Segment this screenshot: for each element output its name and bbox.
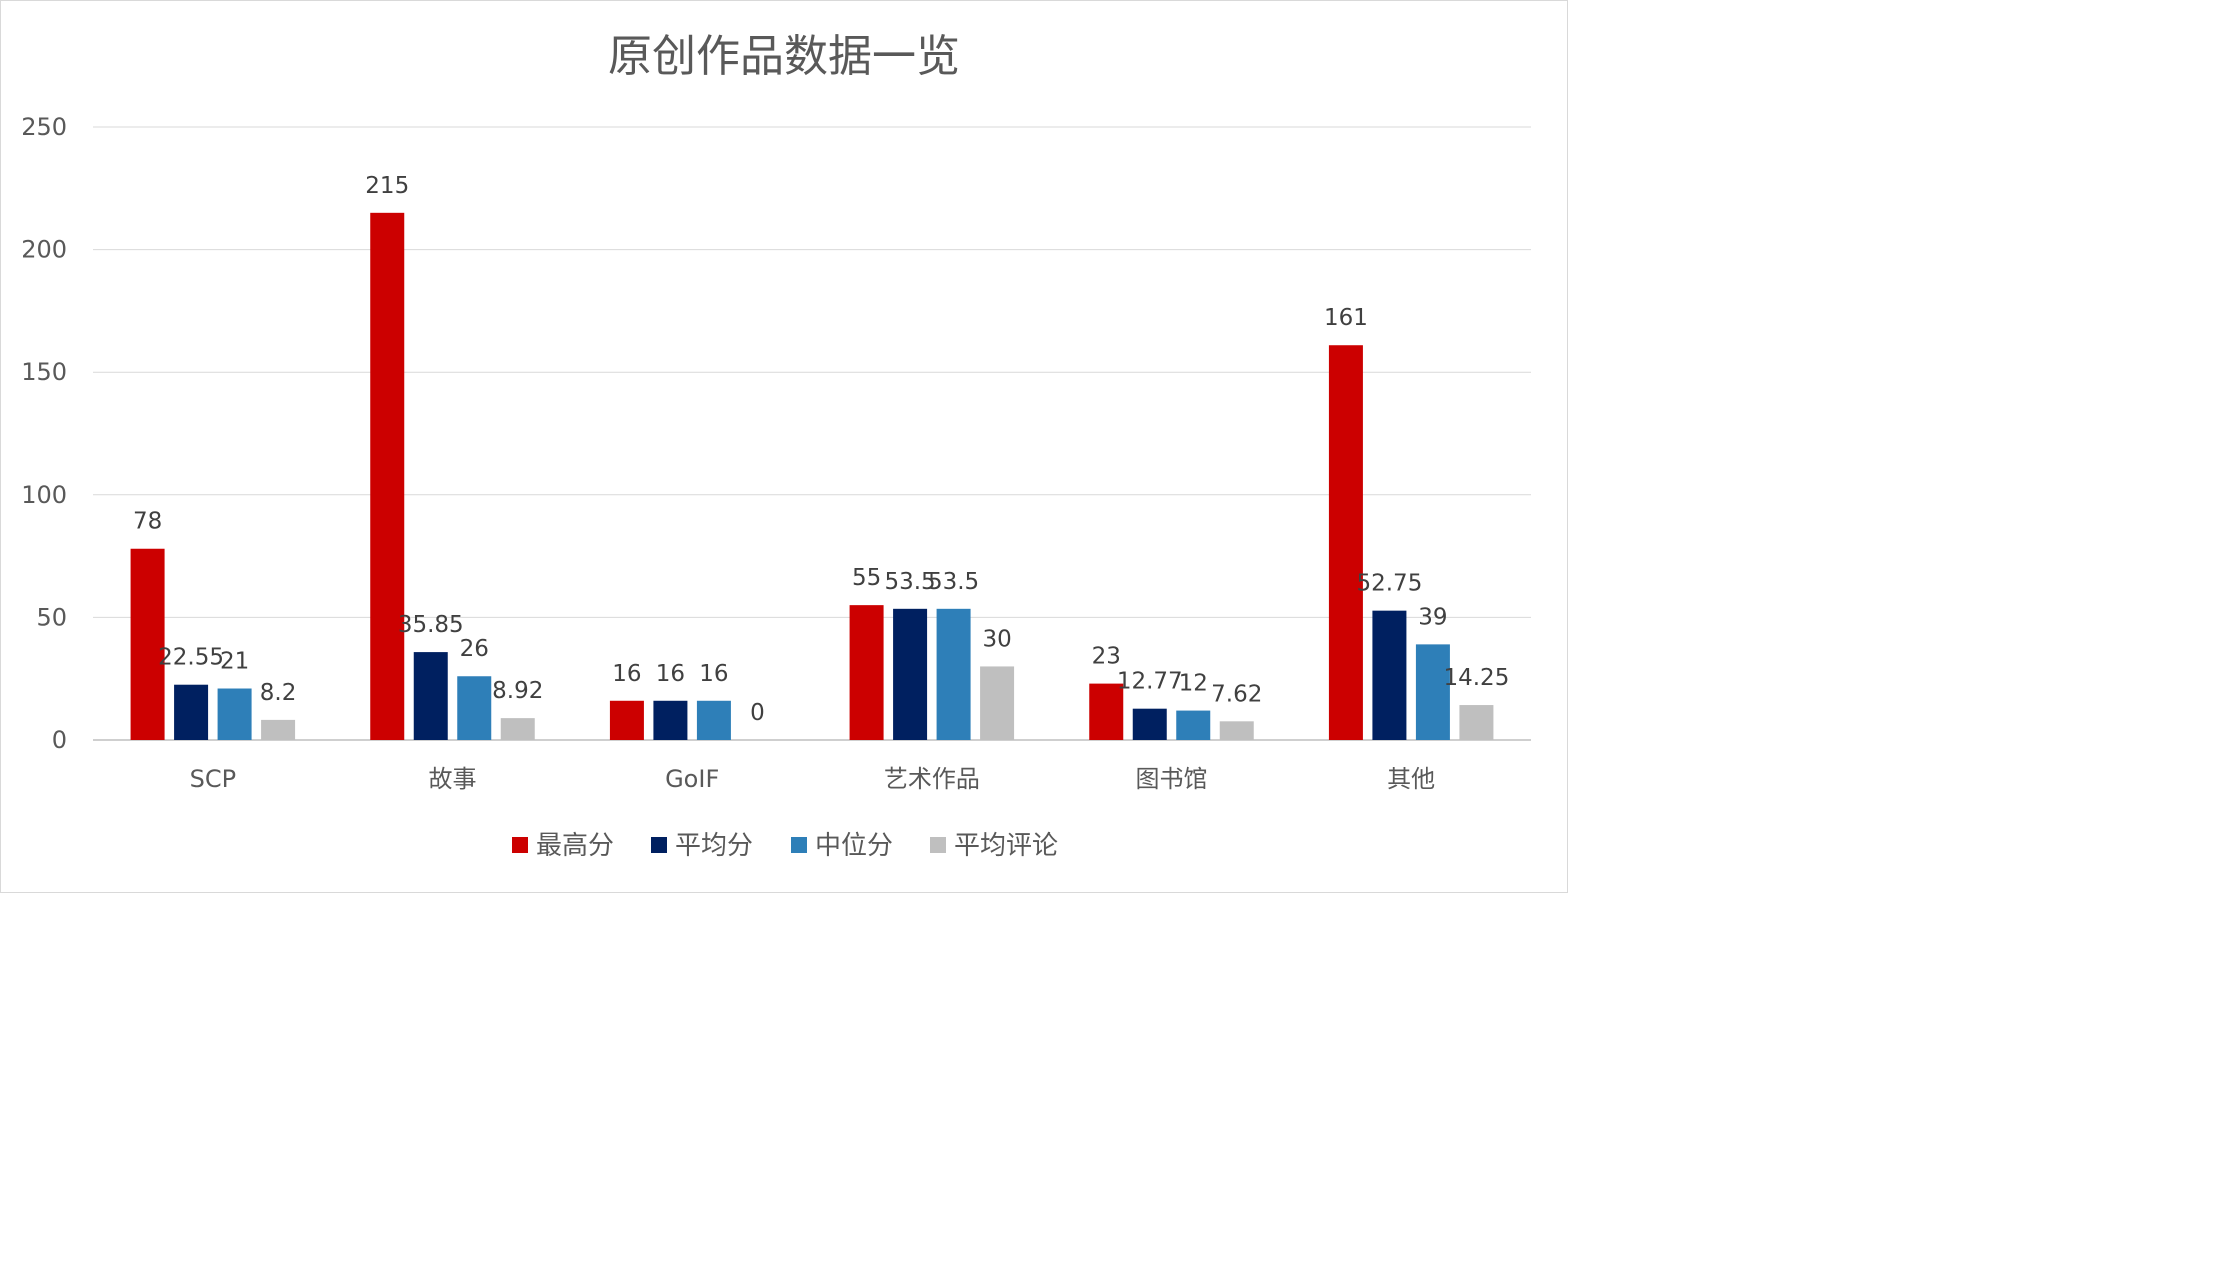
chart-title: 原创作品数据一览	[608, 31, 960, 82]
data-label: 35.85	[398, 612, 464, 638]
y-tick-label: 150	[21, 358, 67, 386]
bar	[1328, 345, 1363, 740]
bar	[980, 666, 1015, 740]
bar	[936, 608, 971, 740]
data-label: 161	[1324, 305, 1368, 331]
legend-swatch	[930, 837, 946, 853]
bar	[130, 548, 165, 740]
bar	[217, 688, 252, 740]
legend-swatch	[512, 837, 528, 853]
legend-label: 最高分	[536, 831, 614, 861]
y-tick-label: 100	[21, 481, 67, 509]
data-label: 53.5	[884, 569, 935, 595]
bar	[1132, 708, 1167, 740]
x-category-label: 艺术作品	[884, 765, 980, 793]
data-label: 0	[750, 700, 765, 726]
bar	[696, 700, 731, 740]
bars	[130, 212, 1494, 740]
bar	[500, 718, 535, 740]
data-label: 16	[699, 661, 728, 687]
legend-label: 平均评论	[954, 831, 1058, 861]
data-label: 8.92	[492, 678, 543, 704]
bar	[1176, 710, 1211, 740]
data-label: 16	[612, 661, 641, 687]
bar	[609, 700, 644, 740]
bar	[849, 605, 884, 740]
data-label: 16	[656, 661, 685, 687]
legend-swatch	[651, 837, 667, 853]
data-label: 52.75	[1356, 571, 1422, 597]
bar	[1372, 610, 1407, 740]
y-tick-label: 50	[36, 603, 67, 631]
data-label: 78	[133, 509, 162, 535]
data-label: 39	[1418, 604, 1447, 630]
legend-label: 平均分	[675, 831, 753, 861]
x-axis-categories: SCP 故事 GoIF 艺术作品 图书馆 其他	[190, 765, 1436, 793]
bar	[1459, 705, 1494, 740]
x-category-label: 故事	[429, 765, 477, 793]
data-label: 53.5	[928, 569, 979, 595]
gridlines	[93, 126, 1531, 741]
data-label: 12	[1179, 671, 1208, 697]
legend-label: 中位分	[815, 831, 893, 861]
data-label: 22.55	[158, 645, 224, 671]
bar	[1415, 644, 1450, 740]
bar	[261, 719, 296, 740]
data-label: 12.77	[1117, 669, 1183, 695]
data-label: 30	[982, 626, 1011, 652]
data-label: 23	[1092, 644, 1121, 670]
bar	[1089, 683, 1124, 740]
bar	[893, 608, 928, 740]
data-label: 14.25	[1443, 665, 1509, 691]
y-tick-label: 250	[21, 113, 67, 141]
y-tick-label: 200	[21, 236, 67, 264]
legend: 最高分 平均分 中位分 平均评论	[512, 831, 1058, 861]
x-category-label: SCP	[190, 765, 236, 793]
bar	[1219, 721, 1254, 740]
legend-swatch	[791, 837, 807, 853]
bar	[370, 212, 405, 740]
y-axis-ticks: 0 50 100 150 200 250	[21, 113, 67, 754]
data-label: 26	[460, 636, 489, 662]
bar	[653, 700, 688, 740]
y-tick-label: 0	[52, 726, 67, 754]
bar	[174, 684, 209, 740]
data-label: 8.2	[260, 680, 297, 706]
chart-container: 原创作品数据一览 0 50 100 150 200 250 78 22.55 21 8.2 215…	[0, 0, 1568, 893]
x-category-label: 图书馆	[1136, 765, 1208, 793]
data-label: 7.62	[1211, 681, 1262, 707]
data-label: 215	[365, 173, 409, 199]
x-category-label: 其他	[1387, 765, 1435, 793]
bar	[457, 676, 492, 740]
data-label: 55	[852, 565, 881, 591]
bar	[413, 652, 448, 740]
data-label: 21	[220, 649, 249, 675]
x-category-label: GoIF	[665, 765, 719, 793]
